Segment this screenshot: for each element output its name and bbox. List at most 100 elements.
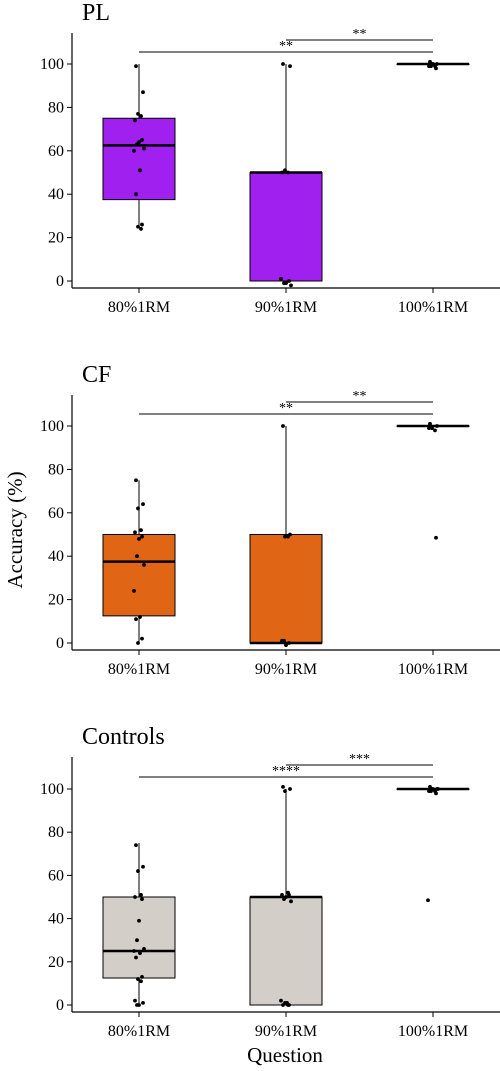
- box-body: [102, 117, 176, 201]
- y-tick-label: 0: [56, 273, 64, 290]
- y-tick-label: 40: [48, 911, 64, 928]
- x-axis-label: Question: [247, 1043, 323, 1067]
- data-point: [141, 502, 145, 507]
- data-point: [426, 898, 430, 903]
- data-point: [134, 478, 138, 483]
- x-tick-label: 90%1RM: [255, 661, 317, 678]
- box-100-1RM: [396, 421, 470, 540]
- y-tick-label: 0: [56, 635, 64, 652]
- data-point: [140, 534, 144, 539]
- data-point: [140, 222, 144, 227]
- box-body: [249, 896, 323, 1006]
- data-point: [283, 168, 287, 173]
- x-tick-label: 100%1RM: [398, 661, 468, 678]
- data-point: [428, 421, 432, 426]
- significance-label: **: [353, 27, 367, 42]
- x-tick-label: 80%1RM: [108, 1023, 170, 1040]
- x-tick-label: 90%1RM: [255, 299, 317, 316]
- data-point: [281, 784, 285, 789]
- box-body: [102, 896, 176, 979]
- box-body: [249, 172, 323, 282]
- data-point: [132, 589, 136, 593]
- data-point: [134, 955, 138, 960]
- data-point: [282, 638, 286, 643]
- data-point: [135, 1003, 139, 1007]
- data-point: [289, 283, 293, 288]
- x-tick-label: 80%1RM: [108, 299, 170, 316]
- x-tick-label: 80%1RM: [108, 661, 170, 678]
- data-point: [141, 864, 145, 869]
- data-point: [142, 946, 146, 951]
- data-point: [286, 534, 290, 539]
- box-90-1RM: [249, 784, 323, 1007]
- data-point: [133, 895, 137, 899]
- significance-label: ***: [349, 752, 370, 767]
- data-point: [139, 979, 143, 984]
- data-point: [287, 641, 291, 645]
- y-tick-label: 20: [48, 592, 64, 609]
- panel-title: Controls: [82, 724, 165, 750]
- data-point: [135, 142, 139, 147]
- data-point: [136, 112, 140, 116]
- x-tick-label: 90%1RM: [255, 1023, 317, 1040]
- data-point: [279, 998, 283, 1003]
- data-point: [280, 170, 284, 175]
- data-point: [134, 64, 138, 69]
- data-point: [135, 554, 139, 559]
- panel-title: PL: [82, 0, 110, 26]
- y-tick-label: 80: [48, 824, 64, 841]
- significance-label: **: [279, 39, 293, 54]
- y-tick-label: 80: [48, 461, 64, 478]
- y-axis-label: Accuracy (%): [3, 471, 27, 588]
- data-point: [133, 998, 137, 1003]
- y-tick-label: 60: [48, 505, 64, 522]
- data-point: [138, 168, 142, 173]
- data-point: [138, 951, 142, 956]
- data-point: [139, 114, 143, 118]
- panel-controls: Controls 0 20 40 60 80 100 80%1RM 90%1RM 100%1RM *…: [40, 724, 500, 1040]
- panel-cf: CF 0 20 40 60 80 100 80%1RM 90%1RM 100%1RM ** **: [40, 362, 500, 678]
- data-point: [137, 536, 141, 541]
- data-point: [134, 192, 138, 197]
- y-tick-label: 100: [40, 781, 64, 798]
- data-point: [140, 138, 144, 142]
- data-point: [135, 938, 139, 943]
- data-point: [279, 276, 283, 281]
- data-point: [430, 426, 434, 431]
- data-point: [133, 118, 137, 123]
- data-point: [140, 975, 144, 979]
- data-point: [142, 562, 146, 567]
- data-point: [136, 224, 140, 229]
- data-point: [136, 641, 140, 645]
- data-point: [429, 64, 433, 69]
- box-90-1RM: [249, 62, 323, 288]
- data-point: [132, 949, 136, 953]
- data-point: [136, 869, 140, 873]
- data-point: [136, 977, 140, 981]
- data-point: [434, 66, 438, 71]
- significance-label: ****: [272, 764, 300, 779]
- y-tick-label: 80: [48, 99, 64, 116]
- data-point: [136, 506, 140, 511]
- data-point: [141, 1000, 145, 1005]
- data-point: [283, 789, 287, 794]
- data-point: [287, 892, 291, 897]
- data-point: [137, 918, 141, 923]
- box-90-1RM: [249, 424, 323, 648]
- data-point: [282, 897, 286, 902]
- significance-label: **: [279, 401, 293, 416]
- y-tick-label: 20: [48, 230, 64, 247]
- x-tick-label: 100%1RM: [398, 299, 468, 316]
- box-100-1RM: [396, 784, 470, 903]
- data-point: [140, 897, 144, 902]
- box-80-1RM: [102, 478, 176, 645]
- data-point: [139, 227, 143, 231]
- data-point: [139, 892, 143, 897]
- box-body: [102, 534, 176, 617]
- y-tick-label: 40: [48, 186, 64, 203]
- data-point: [280, 892, 284, 897]
- y-tick-label: 60: [48, 143, 64, 160]
- data-point: [436, 787, 440, 791]
- data-point: [142, 146, 146, 151]
